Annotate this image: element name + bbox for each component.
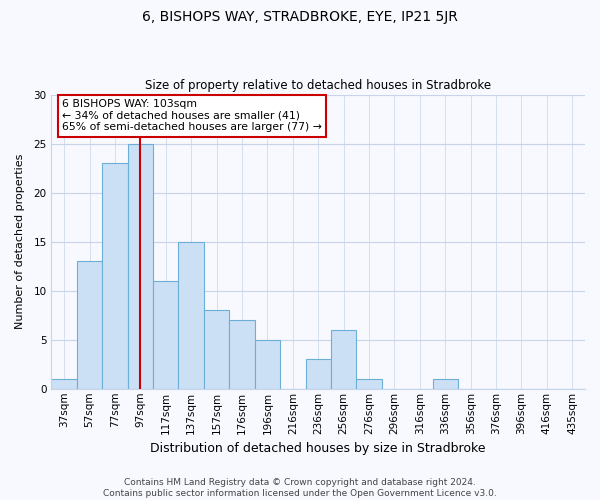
- Bar: [356, 379, 382, 389]
- Bar: [331, 330, 356, 389]
- Bar: [153, 281, 178, 389]
- Bar: [255, 340, 280, 389]
- Bar: [102, 163, 128, 389]
- Bar: [204, 310, 229, 389]
- Bar: [52, 379, 77, 389]
- Title: Size of property relative to detached houses in Stradbroke: Size of property relative to detached ho…: [145, 79, 491, 92]
- Bar: [305, 360, 331, 389]
- Bar: [229, 320, 255, 389]
- Bar: [77, 262, 102, 389]
- Bar: [433, 379, 458, 389]
- Text: 6, BISHOPS WAY, STRADBROKE, EYE, IP21 5JR: 6, BISHOPS WAY, STRADBROKE, EYE, IP21 5J…: [142, 10, 458, 24]
- Y-axis label: Number of detached properties: Number of detached properties: [15, 154, 25, 330]
- Text: 6 BISHOPS WAY: 103sqm
← 34% of detached houses are smaller (41)
65% of semi-deta: 6 BISHOPS WAY: 103sqm ← 34% of detached …: [62, 99, 322, 132]
- X-axis label: Distribution of detached houses by size in Stradbroke: Distribution of detached houses by size …: [151, 442, 486, 455]
- Bar: [128, 144, 153, 389]
- Bar: [178, 242, 204, 389]
- Text: Contains HM Land Registry data © Crown copyright and database right 2024.
Contai: Contains HM Land Registry data © Crown c…: [103, 478, 497, 498]
